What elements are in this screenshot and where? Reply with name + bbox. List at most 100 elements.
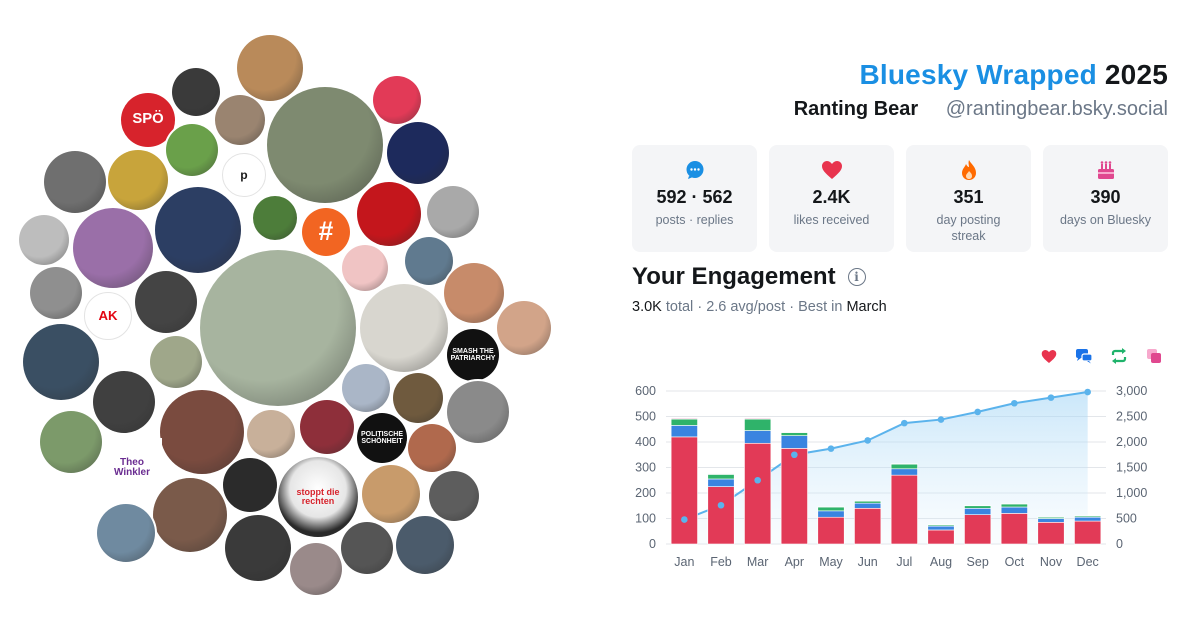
avatar[interactable] (135, 271, 197, 333)
avatar-logo-text: AK (98, 308, 118, 324)
avatar-stoppt-die-rechten[interactable]: stoppt die rechten (278, 457, 358, 537)
avatar[interactable] (44, 151, 106, 213)
cumulative-point (754, 476, 761, 484)
avatar[interactable] (342, 245, 388, 291)
heart-icon (821, 159, 843, 181)
y-right-tick-label: 3,000 (1116, 384, 1147, 398)
x-tick-label: Mar (747, 555, 769, 569)
bar-segment (927, 529, 955, 545)
stat-label: days on Bluesky (1059, 213, 1152, 227)
avatar[interactable] (73, 208, 153, 288)
avatar[interactable] (444, 263, 504, 323)
avatar[interactable] (150, 336, 202, 388)
engagement-title: Your Engagement i (632, 263, 866, 291)
engagement-avg: 2.6 avg/post (706, 299, 786, 315)
bar-segment (927, 525, 955, 531)
bar-segment (670, 436, 698, 545)
avatar[interactable] (172, 68, 220, 116)
cake-icon (1095, 159, 1117, 181)
avatar[interactable] (153, 478, 227, 552)
stats-row: 592 · 562 posts · replies 2.4K likes rec… (632, 145, 1168, 252)
avatar[interactable] (30, 267, 82, 319)
avatar-politische-schoenheit[interactable]: POLITISCHE SCHÖNHEIT (357, 413, 407, 463)
avatar[interactable] (408, 424, 456, 472)
cumulative-point (791, 451, 798, 459)
x-tick-label: Dec (1077, 555, 1099, 569)
bar-segment (670, 418, 698, 426)
avatar-spoe[interactable]: SPÖ (121, 93, 175, 147)
bar-segment (854, 508, 882, 545)
avatar[interactable] (40, 411, 102, 473)
avatar[interactable] (497, 301, 551, 355)
reply-icon[interactable] (1075, 347, 1093, 365)
avatar[interactable] (19, 215, 69, 265)
avatar[interactable] (166, 124, 218, 176)
x-tick-label: Feb (710, 555, 732, 569)
y-right-tick-label: 2,500 (1116, 410, 1147, 424)
avatar[interactable] (237, 35, 303, 101)
bar-segment (964, 508, 992, 515)
stat-label: likes received (793, 213, 870, 227)
bar-segment (744, 430, 772, 444)
bar-segment (707, 473, 735, 475)
handle[interactable]: @rantingbear.bsky.social (945, 98, 1168, 120)
avatar[interactable] (155, 187, 241, 273)
avatar[interactable] (223, 458, 277, 512)
avatar-smash-patriarchy[interactable]: SMASH THE PATRIARCHY (447, 329, 499, 381)
y-left-tick-label: 400 (635, 435, 656, 449)
bar-segment (890, 463, 918, 470)
y-left-tick-label: 500 (635, 410, 656, 424)
x-tick-label: Nov (1040, 555, 1063, 569)
bar-segment (890, 468, 918, 476)
avatar-theo-winkler[interactable]: Theo Winkler (102, 438, 162, 498)
avatar[interactable] (290, 543, 342, 595)
avatar[interactable] (427, 186, 479, 238)
repost-icon[interactable] (1110, 347, 1128, 365)
avatar-ak[interactable]: AK (84, 292, 132, 340)
avatar[interactable] (373, 76, 421, 124)
page-title: Bluesky Wrapped 2025 (794, 58, 1168, 92)
wrapped-header: Bluesky Wrapped 2025 Ranting Bear @ranti… (794, 58, 1168, 122)
avatar[interactable] (362, 465, 420, 523)
y-left-tick-label: 0 (649, 537, 656, 551)
avatar[interactable] (97, 504, 155, 562)
avatar[interactable] (396, 516, 454, 574)
avatar-hashtag[interactable]: # (302, 208, 350, 256)
avatar[interactable] (360, 284, 448, 372)
avatar[interactable] (429, 471, 479, 521)
bar-segment (670, 417, 698, 420)
avatar[interactable] (387, 122, 449, 184)
cumulative-point (1084, 388, 1091, 396)
bar-segment (817, 510, 845, 518)
avatar[interactable] (342, 364, 390, 412)
quote-icon[interactable] (1145, 347, 1163, 365)
avatar[interactable] (108, 150, 168, 210)
avatar[interactable] (23, 324, 99, 400)
bar-segment (1074, 516, 1102, 522)
x-tick-label: Jun (858, 555, 878, 569)
avatar[interactable] (225, 515, 291, 581)
heart-icon[interactable] (1040, 347, 1058, 365)
avatar[interactable] (447, 381, 509, 443)
cumulative-point (901, 419, 908, 427)
avatar[interactable] (357, 182, 421, 246)
flame-icon (958, 159, 980, 181)
avatar[interactable] (200, 250, 356, 406)
bar-segment (890, 474, 918, 545)
y-left-tick-label: 200 (635, 486, 656, 500)
avatar[interactable] (405, 237, 453, 285)
chart-legend (1040, 347, 1163, 365)
avatar[interactable] (247, 410, 295, 458)
avatar[interactable] (93, 371, 155, 433)
avatar[interactable] (215, 95, 265, 145)
x-tick-label: Aug (930, 555, 952, 569)
avatar[interactable] (160, 390, 244, 474)
info-icon[interactable]: i (847, 268, 866, 286)
y-right-tick-label: 2,000 (1116, 435, 1147, 449)
avatar[interactable] (267, 87, 383, 203)
avatar[interactable] (341, 522, 393, 574)
avatar-p-logo[interactable]: p (222, 153, 266, 197)
avatar[interactable] (253, 196, 297, 240)
avatar[interactable] (393, 373, 443, 423)
avatar[interactable] (300, 400, 354, 454)
